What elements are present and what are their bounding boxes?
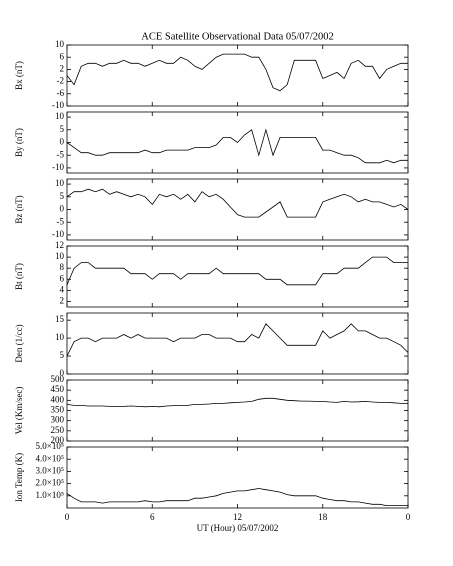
- x-tick-label: 0: [65, 512, 70, 522]
- data-line: [66, 188, 409, 218]
- panel-frame: [66, 312, 409, 375]
- y-tick-label: -2: [57, 76, 65, 86]
- x-tick-label: 18: [318, 512, 328, 522]
- panel-frame: [66, 245, 409, 308]
- y-axis-label: Vel (Km/sec): [14, 387, 24, 435]
- y-tick-label: -5: [57, 149, 65, 159]
- y-tick-label: -10: [52, 100, 64, 110]
- data-line: [66, 53, 408, 92]
- x-tick-label: 0: [406, 512, 411, 522]
- y-tick-label: 5: [60, 124, 65, 134]
- y-tick-label: 0: [60, 137, 65, 147]
- y-axis-label: By (nT): [14, 128, 24, 157]
- y-axis-label: Den (1/cc): [14, 324, 24, 362]
- y-tick-label: 0: [60, 204, 65, 214]
- y-tick-label: 350: [51, 405, 65, 415]
- y-tick-label: 10: [55, 251, 65, 261]
- y-tick-label: -10: [52, 229, 64, 239]
- data-line: [66, 488, 408, 506]
- x-tick-label: 6: [150, 512, 155, 522]
- y-tick-label: 10: [55, 39, 65, 49]
- y-tick-label: 10: [55, 178, 65, 188]
- data-line: [66, 128, 408, 164]
- chart-title: ACE Satellite Observational Data 05/07/2…: [141, 31, 333, 42]
- y-tick-label: -5: [57, 216, 65, 226]
- y-tick-label: 300: [51, 415, 65, 425]
- y-tick-label: 6: [60, 51, 65, 61]
- y-tick-label: 200: [51, 435, 65, 445]
- panel-frame: [66, 446, 409, 509]
- y-axis-label: Bt (nT): [14, 263, 24, 290]
- y-tick-label: 4: [60, 284, 65, 294]
- y-axis-label: Bx (nT): [14, 61, 24, 90]
- y-tick-label: 2: [60, 63, 65, 73]
- y-tick-label: 2.0×10⁵: [36, 478, 64, 488]
- y-tick-label: 400: [51, 394, 65, 404]
- data-line: [66, 256, 408, 286]
- panel-frame: [66, 379, 409, 442]
- y-axis-label: Ion Temp (K): [14, 453, 24, 502]
- data-line: [66, 323, 409, 357]
- panel-frame: [66, 178, 409, 241]
- y-tick-label: 3.0×10⁵: [36, 465, 64, 475]
- x-axis-label: UT (Hour) 05/07/2002: [197, 523, 279, 533]
- data-line: [66, 397, 408, 408]
- y-tick-label: -10: [52, 162, 64, 172]
- x-tick-label: 12: [233, 512, 242, 522]
- y-tick-label: 450: [51, 384, 65, 394]
- y-tick-label: 10: [55, 111, 65, 121]
- y-tick-label: 500: [51, 374, 65, 384]
- y-tick-label: 8: [60, 262, 65, 272]
- y-tick-label: 2: [60, 296, 65, 306]
- y-tick-label: 5.0×10⁵: [36, 441, 64, 451]
- y-tick-label: 5: [60, 350, 65, 360]
- y-tick-label: 12: [55, 240, 64, 250]
- y-tick-label: 5: [60, 191, 65, 201]
- y-tick-label: 15: [55, 314, 65, 324]
- y-tick-label: 10: [55, 332, 65, 342]
- y-tick-label: 1.0×10⁵: [36, 490, 64, 500]
- y-tick-label: 4.0×10⁵: [36, 453, 64, 463]
- y-tick-label: 250: [51, 425, 65, 435]
- y-tick-label: 0: [60, 368, 65, 378]
- y-tick-label: -6: [57, 88, 65, 98]
- y-axis-label: Bz (nT): [14, 195, 24, 223]
- y-tick-label: 6: [60, 273, 65, 283]
